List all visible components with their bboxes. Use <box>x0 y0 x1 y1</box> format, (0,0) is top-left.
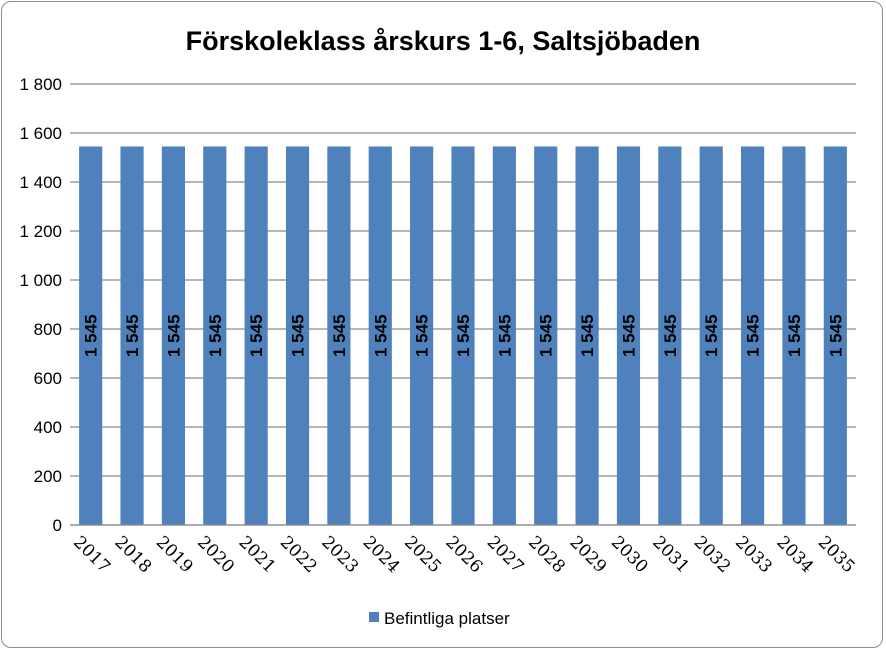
x-tick-label: 2033 <box>731 532 776 577</box>
bar <box>244 146 268 525</box>
bar <box>161 146 186 525</box>
chart-title: Förskoleklass årskurs 1-6, Saltsjöbaden <box>186 26 701 56</box>
bar <box>79 146 103 525</box>
x-tick-label: 2030 <box>607 532 652 577</box>
data-label: 1 545 <box>454 314 473 357</box>
data-label: 1 545 <box>578 314 597 357</box>
data-label: 1 545 <box>371 314 390 357</box>
x-tick-label: 2021 <box>235 532 280 577</box>
bar <box>699 146 723 525</box>
y-tick-label: 1 400 <box>19 173 62 192</box>
legend-swatch <box>369 612 379 622</box>
x-axis: 2017201820192020202120222023202420252026… <box>69 524 859 577</box>
data-label: 1 545 <box>330 314 349 357</box>
data-label: 1 545 <box>247 314 266 357</box>
bar <box>120 146 144 525</box>
data-label: 1 545 <box>744 314 763 357</box>
y-tick-label: 0 <box>53 516 62 535</box>
y-tick-label: 400 <box>34 418 62 437</box>
x-tick-label: 2017 <box>69 532 114 577</box>
x-tick-label: 2019 <box>152 532 197 577</box>
bars: 1 545 1 545 1 545 1 545 1 545 1 545 1 545 1 545… <box>79 146 847 525</box>
y-tick-label: 1 200 <box>19 222 62 241</box>
data-label: 1 545 <box>702 314 721 357</box>
x-tick-label: 2035 <box>814 532 859 577</box>
data-label: 1 545 <box>661 314 680 357</box>
bar <box>410 146 434 525</box>
x-tick-label: 2027 <box>483 532 528 577</box>
y-tick-label: 200 <box>34 467 62 486</box>
y-tick-label: 600 <box>34 369 62 388</box>
bar <box>451 146 475 525</box>
data-label: 1 545 <box>785 314 804 357</box>
y-axis: 0 200 400 600 800 1 000 1 200 1 400 1 600 1 800 <box>19 75 62 535</box>
x-tick-label: 2022 <box>276 532 321 577</box>
data-label: 1 545 <box>289 314 308 357</box>
x-tick-label: 2023 <box>317 532 362 577</box>
x-tick-label: 2026 <box>441 532 486 577</box>
bar <box>616 146 641 525</box>
x-tick-label: 2018 <box>111 532 156 577</box>
y-tick-label: 1 600 <box>19 124 62 143</box>
x-tick-label: 2025 <box>400 532 445 577</box>
data-label: 1 545 <box>619 314 638 357</box>
legend: Befintliga platser <box>369 609 510 628</box>
bar <box>740 146 765 525</box>
data-label: 1 545 <box>82 314 101 357</box>
bar <box>534 146 558 525</box>
x-tick-label: 2034 <box>772 532 817 577</box>
y-tick-label: 1 000 <box>19 271 62 290</box>
data-label: 1 545 <box>206 314 225 357</box>
x-tick-label: 2032 <box>690 532 735 577</box>
y-tick-label: 800 <box>34 320 62 339</box>
bar <box>823 146 847 525</box>
bar <box>492 146 516 525</box>
bar <box>782 146 806 525</box>
data-label: 1 545 <box>826 314 845 357</box>
data-label: 1 545 <box>495 314 514 357</box>
data-label: 1 545 <box>537 314 556 357</box>
x-tick-label: 2020 <box>193 532 238 577</box>
x-tick-label: 2031 <box>648 532 693 577</box>
legend-label: Befintliga platser <box>384 609 510 628</box>
y-tick-label: 1 800 <box>19 75 62 94</box>
bar <box>658 146 682 525</box>
data-label: 1 545 <box>164 314 183 357</box>
bar <box>203 146 227 525</box>
data-label: 1 545 <box>123 314 142 357</box>
x-tick-label: 2029 <box>566 532 611 577</box>
x-tick-label: 2024 <box>359 532 404 577</box>
x-tick-label: 2028 <box>524 532 569 577</box>
bar <box>285 146 310 525</box>
bar <box>575 146 599 525</box>
bar <box>368 146 392 525</box>
data-label: 1 545 <box>413 314 432 357</box>
bar <box>327 146 351 525</box>
